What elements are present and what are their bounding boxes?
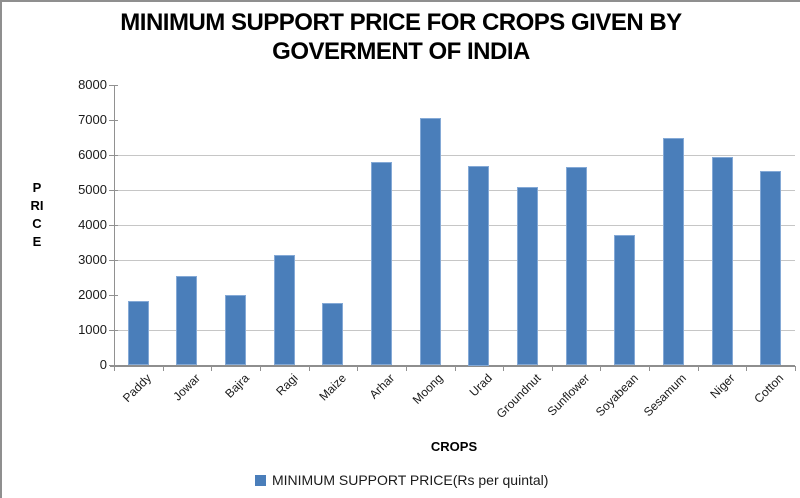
- x-category-label-groundnut: Groundnut: [493, 371, 544, 422]
- x-tick-1: [163, 366, 164, 371]
- bar-ragi: [274, 255, 295, 365]
- y-tick-label-5000: 5000: [78, 182, 107, 197]
- x-tick-3: [260, 366, 261, 371]
- x-tick-9: [552, 366, 553, 371]
- x-category-label-paddy: Paddy: [120, 371, 155, 405]
- x-axis-line: [110, 365, 795, 367]
- x-category-label-sunflower: Sunflower: [544, 371, 593, 419]
- gridline-4000: [114, 225, 795, 226]
- gridline-6000: [114, 155, 795, 156]
- x-category-label-soyabean: Soyabean: [592, 371, 641, 420]
- x-tick-2: [211, 366, 212, 371]
- chart-title-line-2: GOVERMENT OF INDIA: [272, 38, 530, 65]
- x-category-label-sesamum: Sesamum: [641, 371, 690, 420]
- bar-paddy: [128, 301, 149, 365]
- y-axis-line: [114, 85, 115, 369]
- bar-maize: [322, 303, 343, 365]
- x-tick-14: [795, 366, 796, 371]
- y-tick-3000: [109, 260, 118, 261]
- x-tick-10: [600, 366, 601, 371]
- gridline-1000: [114, 330, 795, 331]
- bar-soyabean: [614, 235, 635, 365]
- y-tick-6000: [109, 155, 118, 156]
- y-tick-label-1000: 1000: [78, 322, 107, 337]
- x-tick-11: [649, 366, 650, 371]
- bar-sunflower: [566, 167, 587, 365]
- y-tick-label-2000: 2000: [78, 287, 107, 302]
- x-category-label-niger: Niger: [707, 371, 738, 402]
- bar-cotton: [760, 171, 781, 365]
- x-tick-6: [406, 366, 407, 371]
- y-tick-0: [109, 365, 118, 366]
- y-tick-8000: [109, 85, 118, 86]
- y-tick-label-4000: 4000: [78, 217, 107, 232]
- x-category-label-cotton: Cotton: [751, 371, 787, 406]
- legend: MINIMUM SUPPORT PRICE(Rs per quintal): [255, 472, 548, 488]
- x-category-label-ragi: Ragi: [272, 371, 301, 399]
- y-axis-title: PRICE: [30, 180, 44, 249]
- chart-title: MINIMUM SUPPORT PRICE FOR CROPS GIVEN BY…: [2, 8, 800, 66]
- bar-groundnut: [517, 187, 538, 365]
- x-category-label-moong: Moong: [410, 371, 447, 407]
- x-tick-5: [357, 366, 358, 371]
- x-category-label-bajra: Bajra: [221, 371, 252, 401]
- x-tick-7: [455, 366, 456, 371]
- y-tick-5000: [109, 190, 118, 191]
- y-tick-label-8000: 8000: [78, 77, 107, 92]
- x-category-label-arhar: Arhar: [366, 371, 398, 402]
- x-axis-title: CROPS: [430, 439, 478, 454]
- y-tick-label-7000: 7000: [78, 112, 107, 127]
- x-tick-13: [746, 366, 747, 371]
- y-tick-2000: [109, 295, 118, 296]
- x-category-label-jowar: Jowar: [170, 371, 203, 404]
- legend-series-label: MINIMUM SUPPORT PRICE(Rs per quintal): [272, 472, 549, 488]
- y-tick-1000: [109, 330, 118, 331]
- x-tick-0: [114, 366, 115, 371]
- bar-urad: [468, 166, 489, 366]
- x-tick-4: [309, 366, 310, 371]
- gridline-3000: [114, 260, 795, 261]
- bar-bajra: [225, 295, 246, 365]
- bar-sesamum: [663, 138, 684, 365]
- chart-title-line-1: MINIMUM SUPPORT PRICE FOR CROPS GIVEN BY: [120, 9, 682, 36]
- y-tick-4000: [109, 225, 118, 226]
- gridline-5000: [114, 190, 795, 191]
- x-tick-12: [698, 366, 699, 371]
- bar-jowar: [176, 276, 197, 365]
- legend-color-swatch: [255, 474, 266, 486]
- bar-arhar: [371, 162, 392, 365]
- y-tick-7000: [109, 120, 118, 121]
- x-tick-8: [503, 366, 504, 371]
- bar-moong: [420, 118, 441, 365]
- bar-niger: [712, 157, 733, 365]
- y-tick-label-0: 0: [99, 357, 107, 372]
- y-tick-label-6000: 6000: [78, 147, 107, 162]
- x-category-label-maize: Maize: [316, 371, 349, 404]
- x-category-label-urad: Urad: [466, 371, 495, 400]
- y-tick-label-3000: 3000: [78, 252, 107, 267]
